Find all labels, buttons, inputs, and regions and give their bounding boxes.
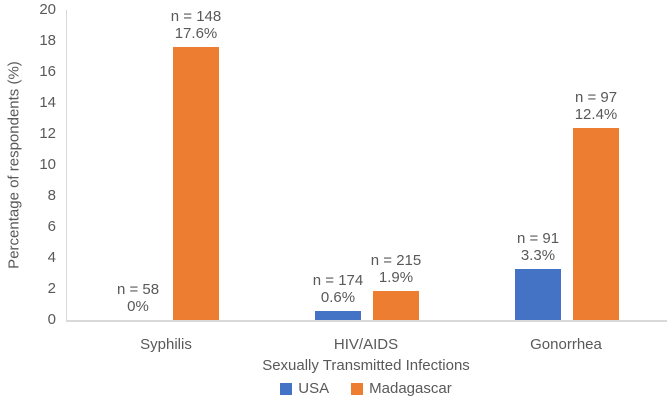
y-axis-tick-label: 6 [47, 218, 56, 235]
y-axis-tick-label: 12 [39, 125, 56, 142]
y-axis-tick-label: 0 [47, 311, 56, 328]
bar-label-line: n = 174 [312, 271, 364, 289]
bar-madagascar-syphilis [173, 47, 219, 320]
y-axis-tick-label: 4 [47, 249, 56, 266]
bar-label: n = 215 1.9% [341, 252, 451, 286]
x-category-label-syphilis: Syphilis [140, 336, 192, 353]
legend-item-madagascar: Madagascar [351, 380, 452, 397]
bar-label: n = 58 0% [83, 281, 193, 315]
legend-item-usa: USA [280, 380, 329, 397]
legend: USA Madagascar [66, 380, 666, 397]
plot-area: n = 58 0% n = 148 17.6% n = 174 0.6% n = 215 1.… [66, 8, 667, 322]
y-axis-tick-label: 14 [39, 94, 56, 111]
x-category-label-gonorrhea: Gonorrhea [530, 336, 602, 353]
bar-label: n = 91 3.3% [483, 230, 593, 264]
bar-label-line: 0% [127, 298, 149, 315]
bar-label-line: n = 215 [370, 251, 422, 269]
y-axis-tick-label: 18 [39, 32, 56, 49]
bar-madagascar-hiv-aids [373, 290, 419, 320]
bar-label-line: n = 91 [516, 229, 560, 247]
y-axis-tick-label: 10 [39, 156, 56, 173]
bar-label-line: n = 148 [170, 8, 222, 26]
bar-label: n = 174 0.6% [283, 272, 393, 306]
legend-swatch-usa-icon [280, 382, 293, 395]
bar-label-line: 12.4% [574, 105, 618, 123]
y-axis-tick-label: 20 [39, 1, 56, 18]
y-axis-tick-label: 2 [47, 280, 56, 297]
bar-usa-gonorrhea [515, 268, 561, 320]
bar-label: n = 97 12.4% [541, 89, 651, 123]
bar-madagascar-gonorrhea [573, 127, 619, 320]
y-axis-tick-label: 16 [39, 63, 56, 80]
bar-label-line: 1.9% [378, 268, 414, 286]
x-category-label-hiv-aids: HIV/AIDS [333, 336, 399, 353]
bar-label-line: 17.6% [174, 25, 218, 43]
bar-label: n = 148 17.6% [141, 8, 251, 42]
bar-label-line: n = 97 [574, 88, 618, 106]
legend-swatch-madagascar-icon [351, 382, 364, 395]
bar-label-line: 0.6% [320, 288, 356, 306]
legend-label: USA [298, 380, 330, 397]
y-axis-tick-label: 8 [47, 187, 56, 204]
legend-label: Madagascar [369, 380, 452, 397]
x-axis-title: Sexually Transmitted Infections [262, 357, 470, 374]
bar-label-line: 3.3% [520, 246, 556, 264]
bar-label-line: n = 58 [116, 281, 160, 298]
bar-usa-hiv-aids [315, 310, 361, 320]
